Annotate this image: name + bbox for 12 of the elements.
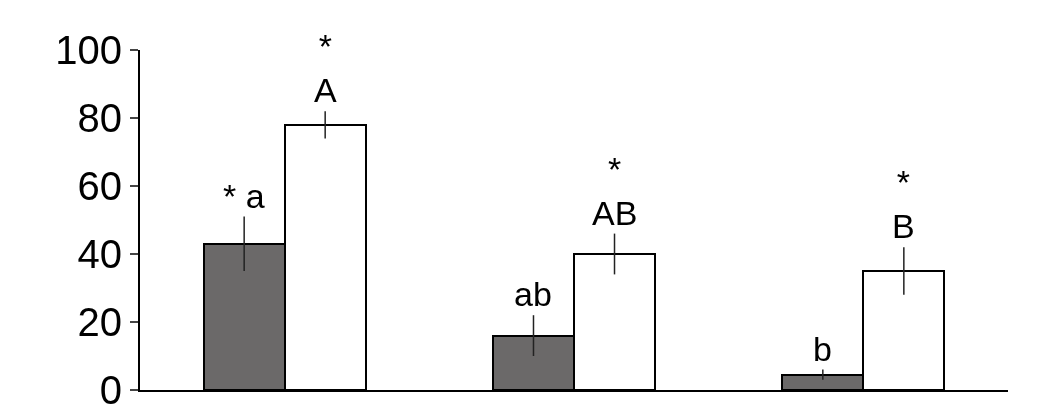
y-tick-label: 40	[77, 232, 122, 276]
y-tick-label: 60	[77, 164, 122, 208]
y-tick-label: 20	[77, 300, 122, 344]
y-tick-label: 0	[99, 368, 122, 412]
annotation: b	[813, 330, 832, 368]
annotation: * A	[314, 27, 337, 110]
annotation: * AB	[592, 150, 638, 233]
y-tick-label: 80	[77, 96, 122, 140]
annotation: ab	[514, 275, 552, 313]
annotation: * a	[223, 177, 265, 215]
y-tick-label: 100	[55, 28, 122, 72]
annotation: * B	[892, 163, 915, 246]
